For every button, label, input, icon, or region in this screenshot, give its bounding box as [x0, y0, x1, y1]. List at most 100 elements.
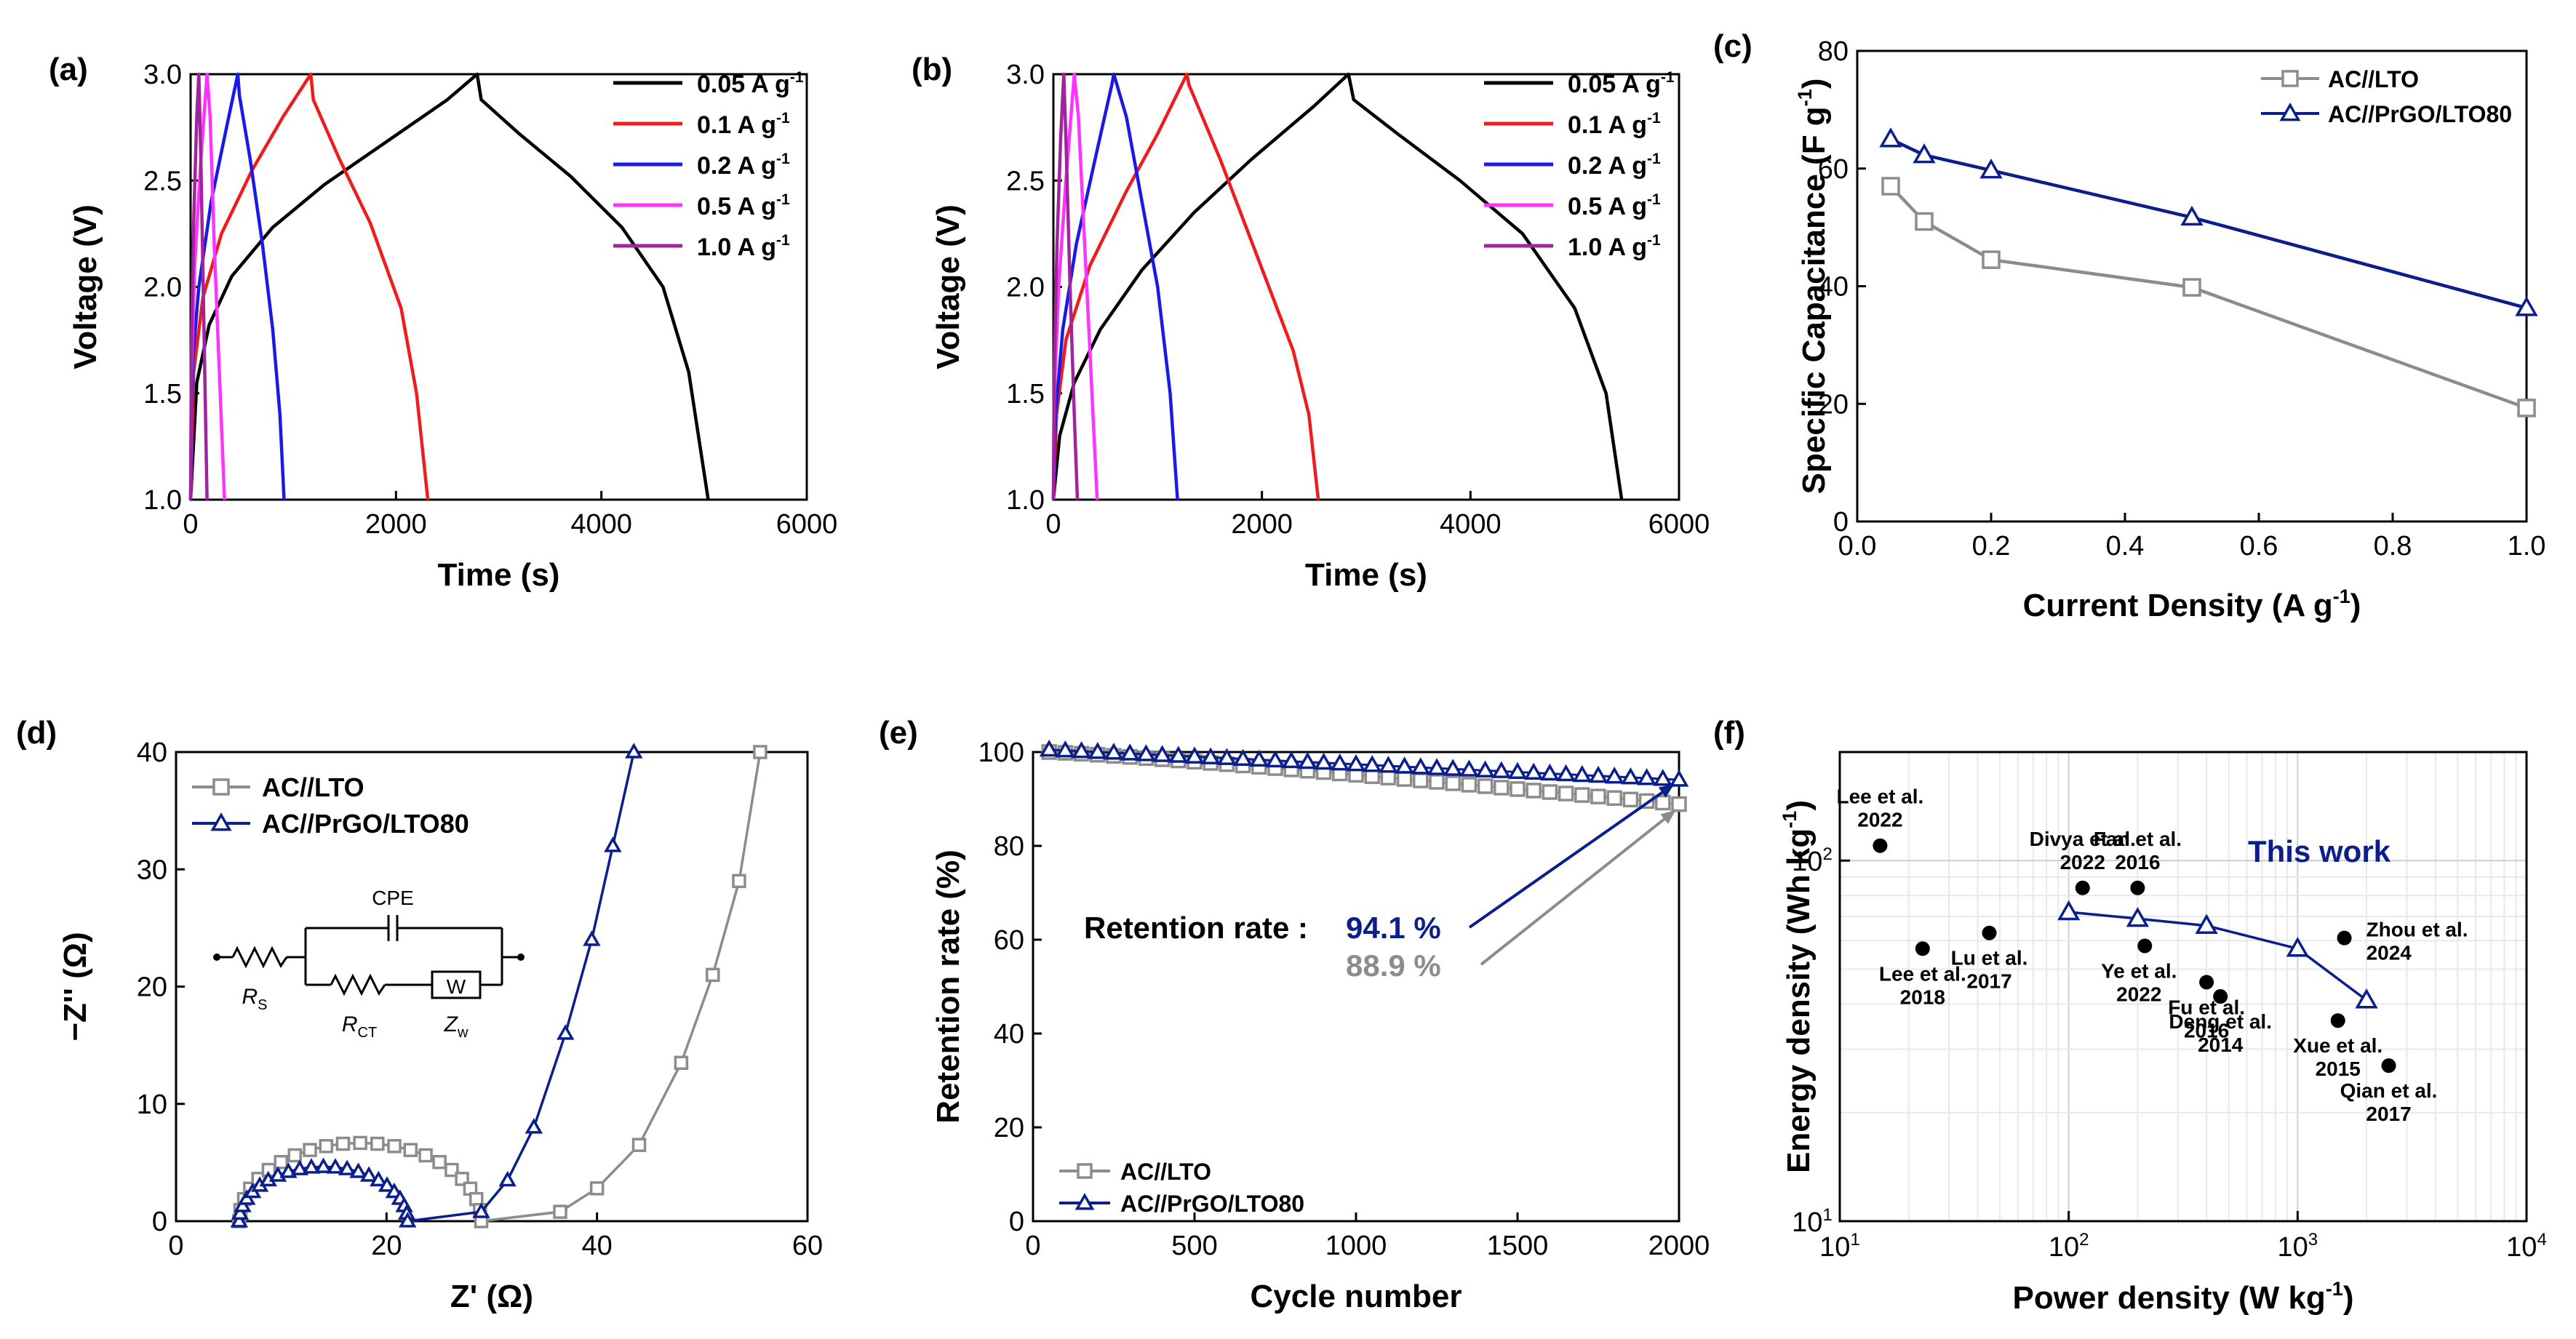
reference-author: Xue et al.: [2293, 1034, 2382, 1057]
reference-author: Lee et al.: [1836, 786, 1923, 808]
x-tick-label: 2000: [1648, 1231, 1710, 1261]
panel-a: 0 2000 4000 6000 1.0 1.5 2.0 2.5 3.0 (a) Time (s) V…: [49, 52, 837, 593]
reference-year: 2015: [2316, 1058, 2361, 1080]
circuit-label-rct: RCT: [342, 1012, 377, 1041]
data-point: [525, 1118, 543, 1134]
y-tick-label: 1.5: [143, 379, 182, 409]
reference-author: Fan et al.: [2094, 828, 2182, 850]
legend-marker: [210, 812, 232, 831]
data-point: [326, 1158, 345, 1174]
x-axis-title: Cycle number: [1251, 1279, 1462, 1314]
panel-d: 0 20 40 60 0 10 20 30 40 (d) Z' (Ω) −Z'' (Ω) AC//LTO…: [16, 715, 823, 1314]
data-point: [1881, 177, 1900, 196]
data-point: [498, 1170, 517, 1187]
x-axis-title-tail: ): [2343, 1280, 2354, 1316]
legend-entry: 0.1 A g-1: [1568, 110, 1661, 139]
reference-point: [2381, 1058, 2396, 1074]
reference-year: 2024: [2366, 942, 2412, 964]
data-point: [1879, 127, 1902, 148]
y-axis-title: Retention rate (%): [930, 850, 966, 1123]
reference-point: [2075, 880, 2090, 895]
panel-label: (d): [16, 715, 57, 751]
reference-point: [1915, 941, 1930, 956]
data-point: [1379, 756, 1398, 773]
y-tick-label: 1.0: [1006, 485, 1045, 516]
circuit-label-rs-sub: S: [258, 997, 267, 1013]
data-point: [1136, 744, 1156, 762]
data-point: [2182, 278, 2201, 297]
legend-entry-sup: -1: [1647, 232, 1661, 249]
data-point: [303, 1143, 317, 1157]
legend-marker: [212, 778, 230, 796]
x-tick-label: 0: [1025, 1231, 1040, 1261]
data-point: [290, 1159, 309, 1175]
data-point: [1590, 788, 1606, 804]
data-point: [1588, 765, 1608, 783]
x-tick-label: 1000: [1325, 1231, 1387, 1261]
data-point: [2517, 399, 2536, 417]
y-tick-label: 0: [1009, 1207, 1024, 1237]
data-point: [1362, 755, 1382, 772]
data-point: [403, 1143, 418, 1157]
x-tick-label: 0.6: [2240, 531, 2278, 561]
data-point: [1542, 784, 1558, 800]
reference-year: 2016: [2184, 1019, 2229, 1042]
circuit-label-rs-base: R: [242, 985, 258, 1009]
data-point: [1604, 766, 1624, 784]
data-point: [1461, 777, 1478, 793]
this-work-label: This work: [2248, 834, 2391, 868]
arrow-lto: [1480, 809, 1677, 966]
data-point: [732, 874, 746, 889]
legend-entry-sup: -1: [776, 232, 790, 249]
reference-year: 2018: [1900, 986, 1945, 1008]
reference-year: 2014: [2198, 1034, 2244, 1056]
x-tick-label: 104: [2506, 1230, 2547, 1263]
data-point: [625, 743, 643, 759]
retention-value-prgo: 94.1 %: [1346, 911, 1441, 945]
data-point: [1494, 780, 1510, 796]
y-axis-title: Voltage (V): [930, 204, 966, 369]
legend-entry-base: 0.2 A g: [1568, 152, 1647, 180]
x-tick-label: 0.0: [1838, 531, 1877, 561]
y-tick-label: 40: [137, 738, 167, 768]
data-point: [230, 1212, 249, 1228]
data-point: [706, 967, 720, 983]
this-work-point: [2057, 900, 2081, 921]
x-tick-label: 6000: [776, 509, 838, 540]
legend-entry: 1.0 A g-1: [697, 232, 790, 261]
arrow-prgo: [1468, 783, 1675, 929]
series-line-b-4: [1051, 72, 1080, 500]
plot-frame: [1838, 751, 2528, 1223]
reference-point: [2137, 938, 2153, 954]
x-tick-label-sup: 2: [2079, 1230, 2089, 1250]
x-tick-label: 0.2: [1972, 531, 2011, 561]
data-point: [1671, 796, 1687, 812]
legend-marker: [1077, 1163, 1093, 1179]
y-axis-title: Energy density (Wh kg-1): [1779, 800, 1817, 1173]
data-point: [1396, 771, 1413, 787]
series-line-b-2: [1051, 72, 1179, 500]
y-tick-label-sup: 1: [1822, 1205, 1832, 1225]
x-tick-label: 500: [1171, 1231, 1217, 1261]
data-point: [274, 1154, 288, 1170]
data-point: [1606, 790, 1622, 806]
legend-marker: [2281, 70, 2299, 87]
legend-entry-base: 1.0 A g: [697, 233, 776, 261]
y-tick-label: 80: [1818, 36, 1849, 67]
data-point: [589, 1181, 605, 1196]
panel-c: 0.0 0.2 0.4 0.6 0.8 1.0 0 20 40 60 80 (c) Current De…: [1713, 28, 2545, 623]
data-point: [557, 1024, 575, 1040]
data-point: [1265, 750, 1285, 768]
circuit-label-rct-base: R: [342, 1012, 358, 1036]
x-tick-label: 1.0: [2508, 531, 2546, 561]
data-point: [553, 1204, 567, 1219]
legend-marker: [1074, 1193, 1095, 1210]
y-axis-title: Specific Capacitance (F g-1): [1794, 79, 1832, 495]
x-tick-label: 103: [2278, 1230, 2318, 1263]
data-point: [1330, 753, 1350, 771]
x-tick-label: 0.8: [2374, 531, 2412, 561]
data-point: [1622, 791, 1639, 808]
data-point: [1913, 143, 1936, 164]
reference-point: [2130, 880, 2145, 895]
